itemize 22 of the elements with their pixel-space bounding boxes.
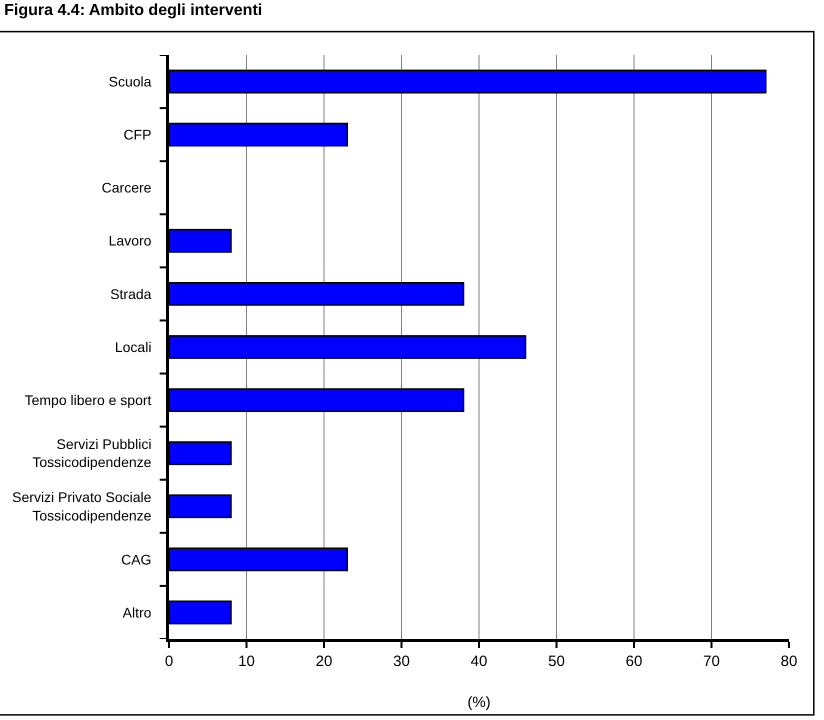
y-tick-label: Servizi Privato Sociale Tossicodipendenze (12, 489, 152, 524)
y-tick-label: Servizi Pubblici Tossicodipendenze (32, 436, 152, 470)
x-tick-label: 80 (780, 652, 798, 670)
x-tick-label: 50 (548, 652, 565, 670)
y-tick-label: Lavoro (108, 232, 152, 249)
x-axis-title: (%) (467, 694, 491, 711)
x-tick-label: 10 (238, 652, 255, 670)
y-tick-label: CAG (121, 551, 152, 568)
y-tick-label: Locali (114, 338, 152, 355)
x-tick-label: 0 (164, 652, 174, 670)
y-tick-label: Scuola (108, 73, 152, 90)
y-tick-label: CFP (123, 126, 152, 143)
chart-title: Figura 4.4: Ambito degli interventi (4, 2, 262, 19)
x-tick-label: 70 (703, 652, 720, 670)
y-tick-label: Tempo libero e sport (24, 392, 152, 408)
y-tick-label: Carcere (102, 180, 152, 196)
x-tick-label: 20 (316, 652, 332, 670)
y-tick-label: Altro (122, 604, 152, 620)
x-tick-label: 30 (393, 652, 410, 670)
y-tick-label: Strada (110, 286, 152, 302)
x-tick-label: 60 (626, 652, 642, 670)
x-tick-label: 40 (470, 652, 488, 670)
